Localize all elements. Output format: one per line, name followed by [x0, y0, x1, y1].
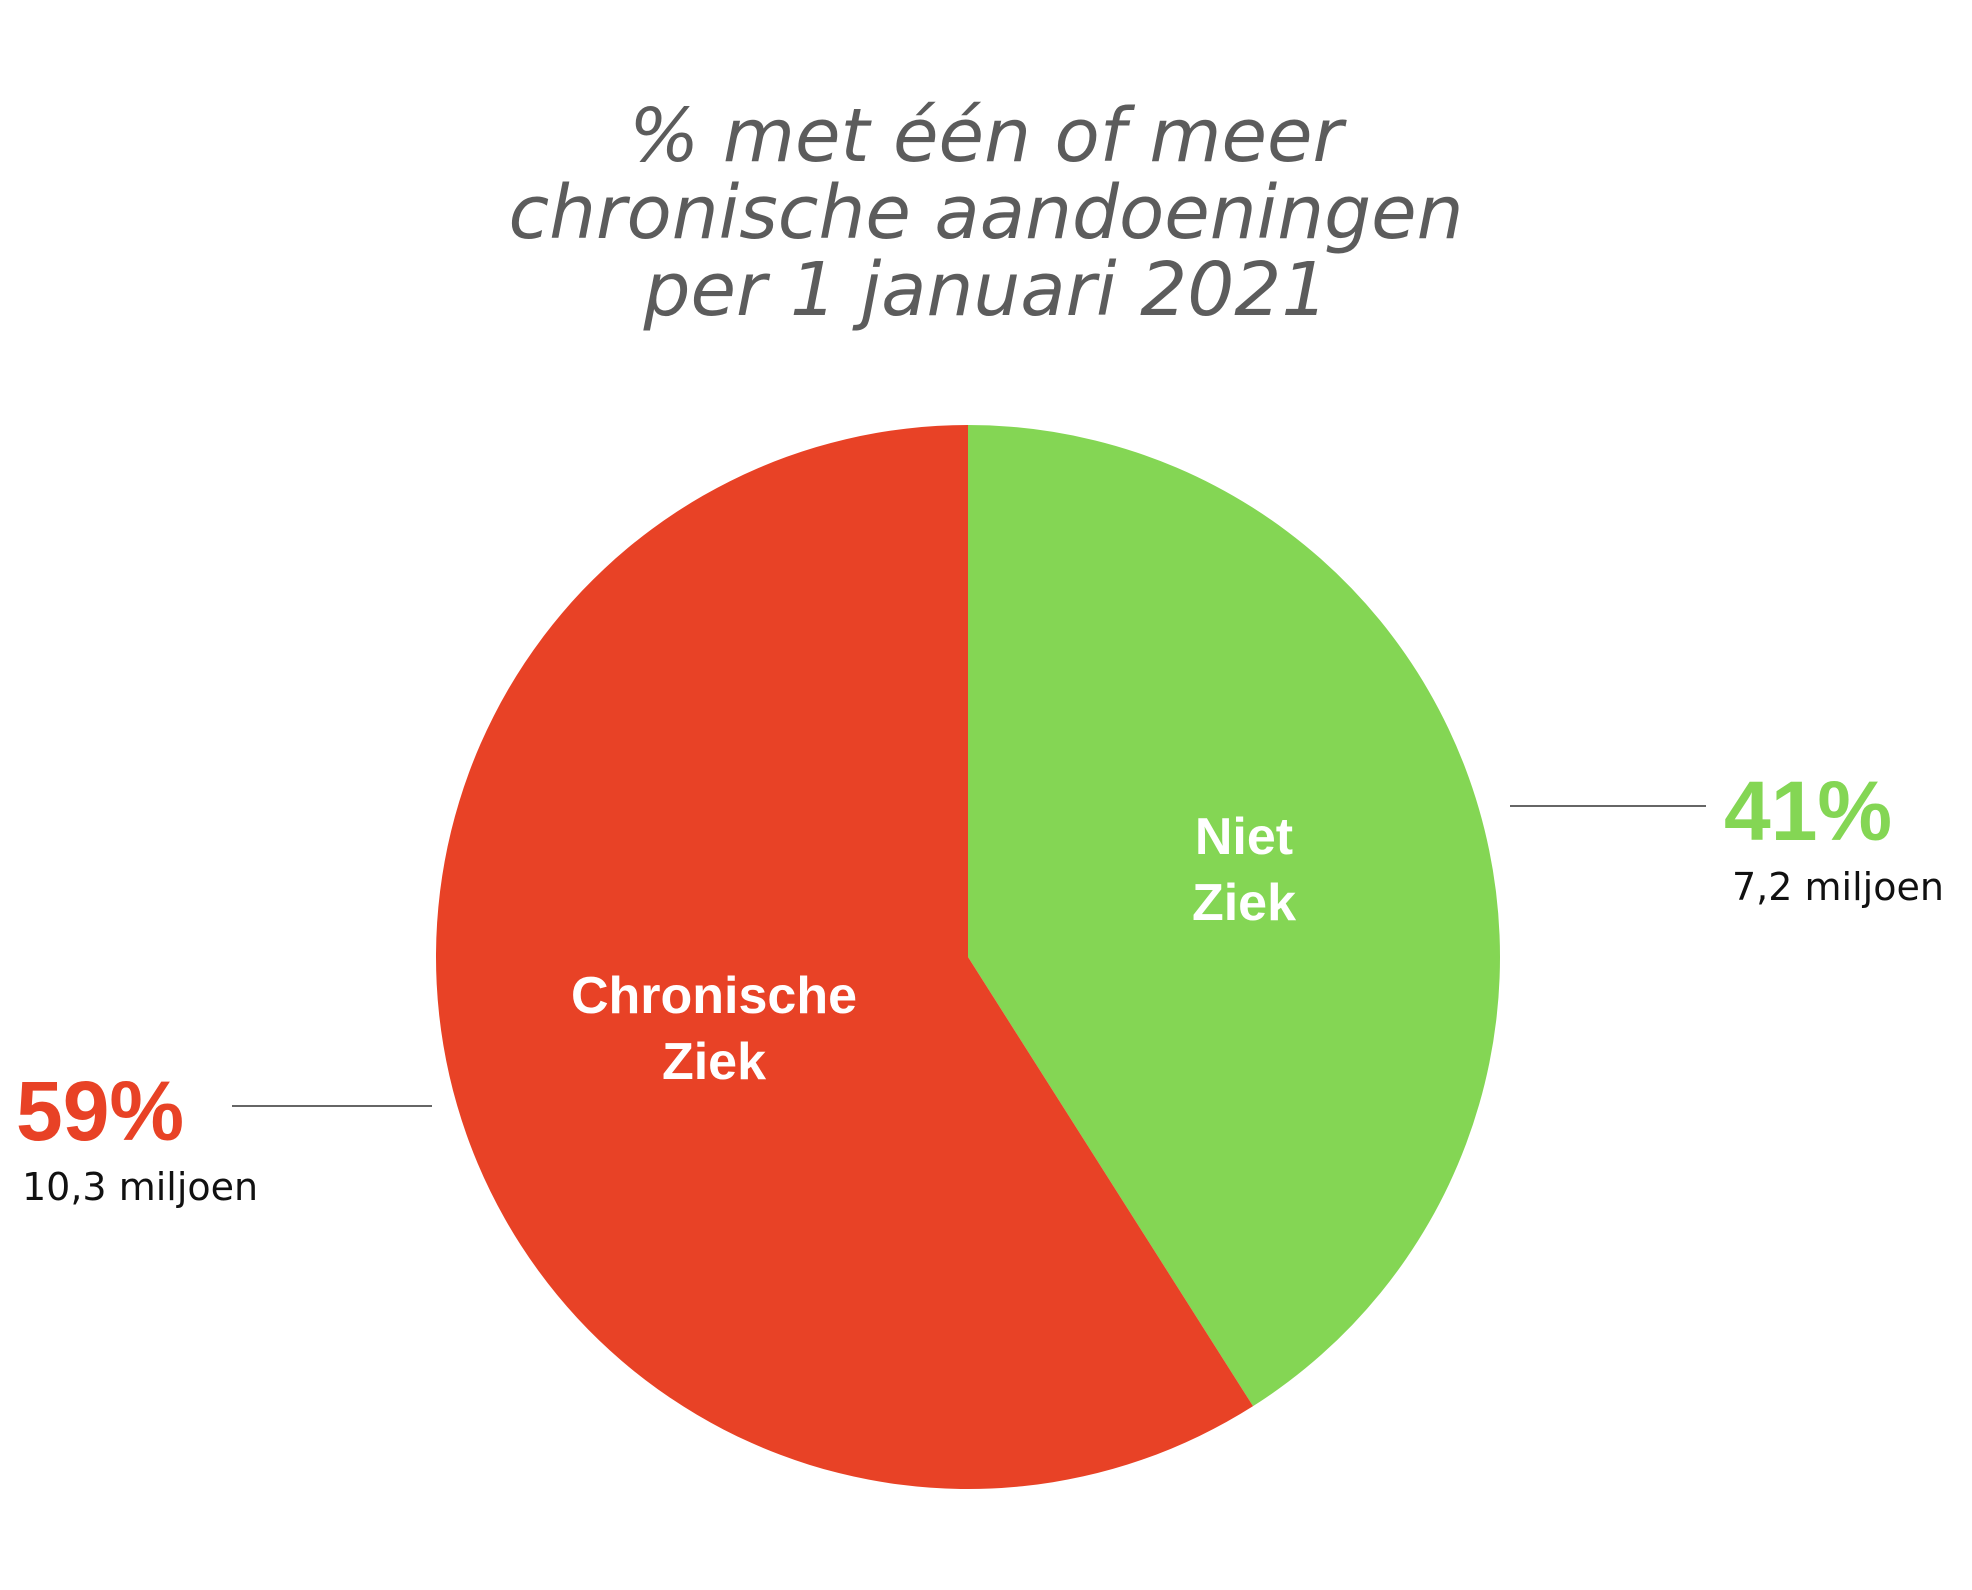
pie-slice-0	[968, 425, 1500, 1407]
slice-0-count-label: 7,2 miljoen	[1732, 865, 1944, 909]
slice-1-percent-label: 59%	[16, 1064, 184, 1158]
slice-1-label-line-0: Chronische	[571, 967, 857, 1025]
chart-title: % met één of meer chronische aandoeninge…	[0, 98, 1972, 329]
slice-0-percent-label: 41%	[1724, 764, 1892, 858]
slice-1-count-label: 10,3 miljoen	[22, 1165, 258, 1209]
slice-1-label-line-1: Ziek	[662, 1033, 766, 1091]
chart-title-line-1: % met één of meer	[629, 93, 1343, 179]
slice-0-label-line-0: Niet	[1195, 808, 1293, 866]
chart-title-line-3: per 1 januari 2021	[643, 247, 1329, 333]
pie-slice-1	[436, 425, 1254, 1489]
slice-0-label-line-1: Ziek	[1192, 874, 1296, 932]
chart-title-line-2: chronische aandoeningen	[508, 170, 1464, 256]
pie-slices	[436, 425, 1500, 1489]
pie-labels: Niet Ziek 41% 7,2 miljoen Chronische Ziek 59% 1…	[16, 764, 1944, 1209]
